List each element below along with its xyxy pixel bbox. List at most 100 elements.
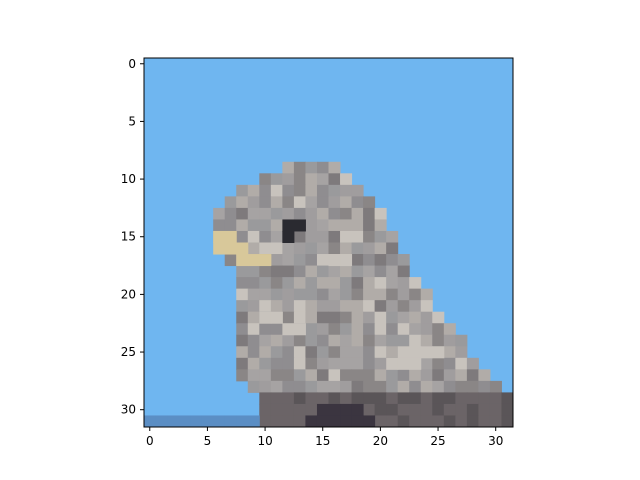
- bird-pixel: [317, 358, 329, 370]
- bird-pixel: [236, 266, 248, 278]
- bird-pixel: [294, 381, 306, 393]
- bird-pixel: [340, 289, 352, 301]
- bird-pixel: [478, 381, 490, 393]
- bird-pixel: [271, 392, 283, 404]
- bird-pixel: [340, 346, 352, 358]
- bird-pixel: [305, 300, 317, 312]
- eye-pixel: [282, 219, 294, 231]
- bird-pixel: [282, 335, 294, 347]
- bird-pixel: [375, 312, 387, 324]
- bird-pixel: [398, 289, 410, 301]
- bird-pixel: [432, 312, 444, 324]
- perch-pixel: [352, 404, 364, 416]
- branch-pixel: [213, 415, 225, 427]
- bird-pixel: [421, 312, 433, 324]
- bird-pixel: [248, 219, 260, 231]
- beak-pixel: [236, 243, 248, 255]
- bird-pixel: [363, 219, 375, 231]
- bird-pixel: [259, 323, 271, 335]
- bird-pixel: [317, 231, 329, 243]
- bird-pixel: [294, 415, 306, 427]
- bird-pixel: [352, 231, 364, 243]
- bird-pixel: [329, 381, 341, 393]
- bird-pixel: [294, 289, 306, 301]
- x-tick-label: 15: [315, 434, 330, 448]
- bird-pixel: [386, 312, 398, 324]
- bird-pixel: [352, 323, 364, 335]
- bird-pixel: [248, 358, 260, 370]
- bird-pixel: [294, 300, 306, 312]
- bird-pixel: [294, 312, 306, 324]
- bird-pixel: [259, 392, 271, 404]
- bird-pixel: [282, 162, 294, 174]
- bird-pixel: [352, 335, 364, 347]
- bird-pixel: [340, 266, 352, 278]
- bird-pixel: [467, 381, 479, 393]
- bird-pixel: [305, 289, 317, 301]
- bird-pixel: [271, 185, 283, 197]
- bird-pixel: [305, 162, 317, 174]
- bird-pixel: [271, 346, 283, 358]
- bird-pixel: [363, 254, 375, 266]
- bird-pixel: [259, 415, 271, 427]
- chest-light-pixel: [294, 323, 306, 335]
- y-tick-label: 0: [128, 57, 136, 71]
- bird-pixel: [398, 266, 410, 278]
- bird-pixel: [421, 369, 433, 381]
- bird-pixel: [386, 323, 398, 335]
- bird-pixel: [317, 335, 329, 347]
- bird-pixel: [305, 173, 317, 185]
- branch-pixel: [156, 415, 168, 427]
- bird-pixel: [363, 277, 375, 289]
- x-tick-label: 20: [373, 434, 388, 448]
- bird-pixel: [432, 335, 444, 347]
- bird-pixel: [352, 254, 364, 266]
- bird-pixel: [352, 277, 364, 289]
- bird-pixel: [352, 289, 364, 301]
- bird-pixel: [213, 219, 225, 231]
- bird-pixel: [340, 243, 352, 255]
- bird-pixel: [271, 196, 283, 208]
- bird-pixel: [294, 392, 306, 404]
- bird-pixel: [375, 254, 387, 266]
- bird-pixel: [236, 289, 248, 301]
- bird-pixel: [305, 231, 317, 243]
- bird-pixel: [248, 346, 260, 358]
- bird-pixel: [259, 173, 271, 185]
- bird-pixel: [398, 415, 410, 427]
- bird-pixel: [386, 415, 398, 427]
- bird-pixel: [236, 312, 248, 324]
- bird-pixel: [421, 358, 433, 370]
- branch-pixel: [190, 415, 202, 427]
- bird-pixel: [363, 300, 375, 312]
- bird-pixel: [375, 208, 387, 220]
- bird-pixel: [259, 219, 271, 231]
- y-axis: 0 5 10 15 20 25 30: [121, 57, 144, 417]
- bird-pixel: [398, 404, 410, 416]
- bird-pixel: [282, 415, 294, 427]
- chest-light-pixel: [282, 323, 294, 335]
- chest-light-pixel: [432, 346, 444, 358]
- bird-pixel: [294, 196, 306, 208]
- chest-light-pixel: [398, 346, 410, 358]
- bird-pixel: [478, 369, 490, 381]
- bird-pixel: [421, 323, 433, 335]
- bird-pixel: [432, 323, 444, 335]
- bird-pixel: [363, 266, 375, 278]
- bird-pixel: [340, 208, 352, 220]
- bird-pixel: [363, 208, 375, 220]
- bird-pixel: [352, 358, 364, 370]
- bird-pixel: [363, 335, 375, 347]
- bird-pixel: [282, 300, 294, 312]
- bird-pixel: [294, 404, 306, 416]
- x-tick-label: 10: [257, 434, 272, 448]
- bird-pixel: [305, 196, 317, 208]
- chest-light-pixel: [409, 346, 421, 358]
- bird-pixel: [375, 219, 387, 231]
- bird-pixel: [386, 254, 398, 266]
- bird-pixel: [375, 346, 387, 358]
- bird-pixel: [271, 231, 283, 243]
- bird-pixel: [271, 219, 283, 231]
- bird-pixel: [294, 266, 306, 278]
